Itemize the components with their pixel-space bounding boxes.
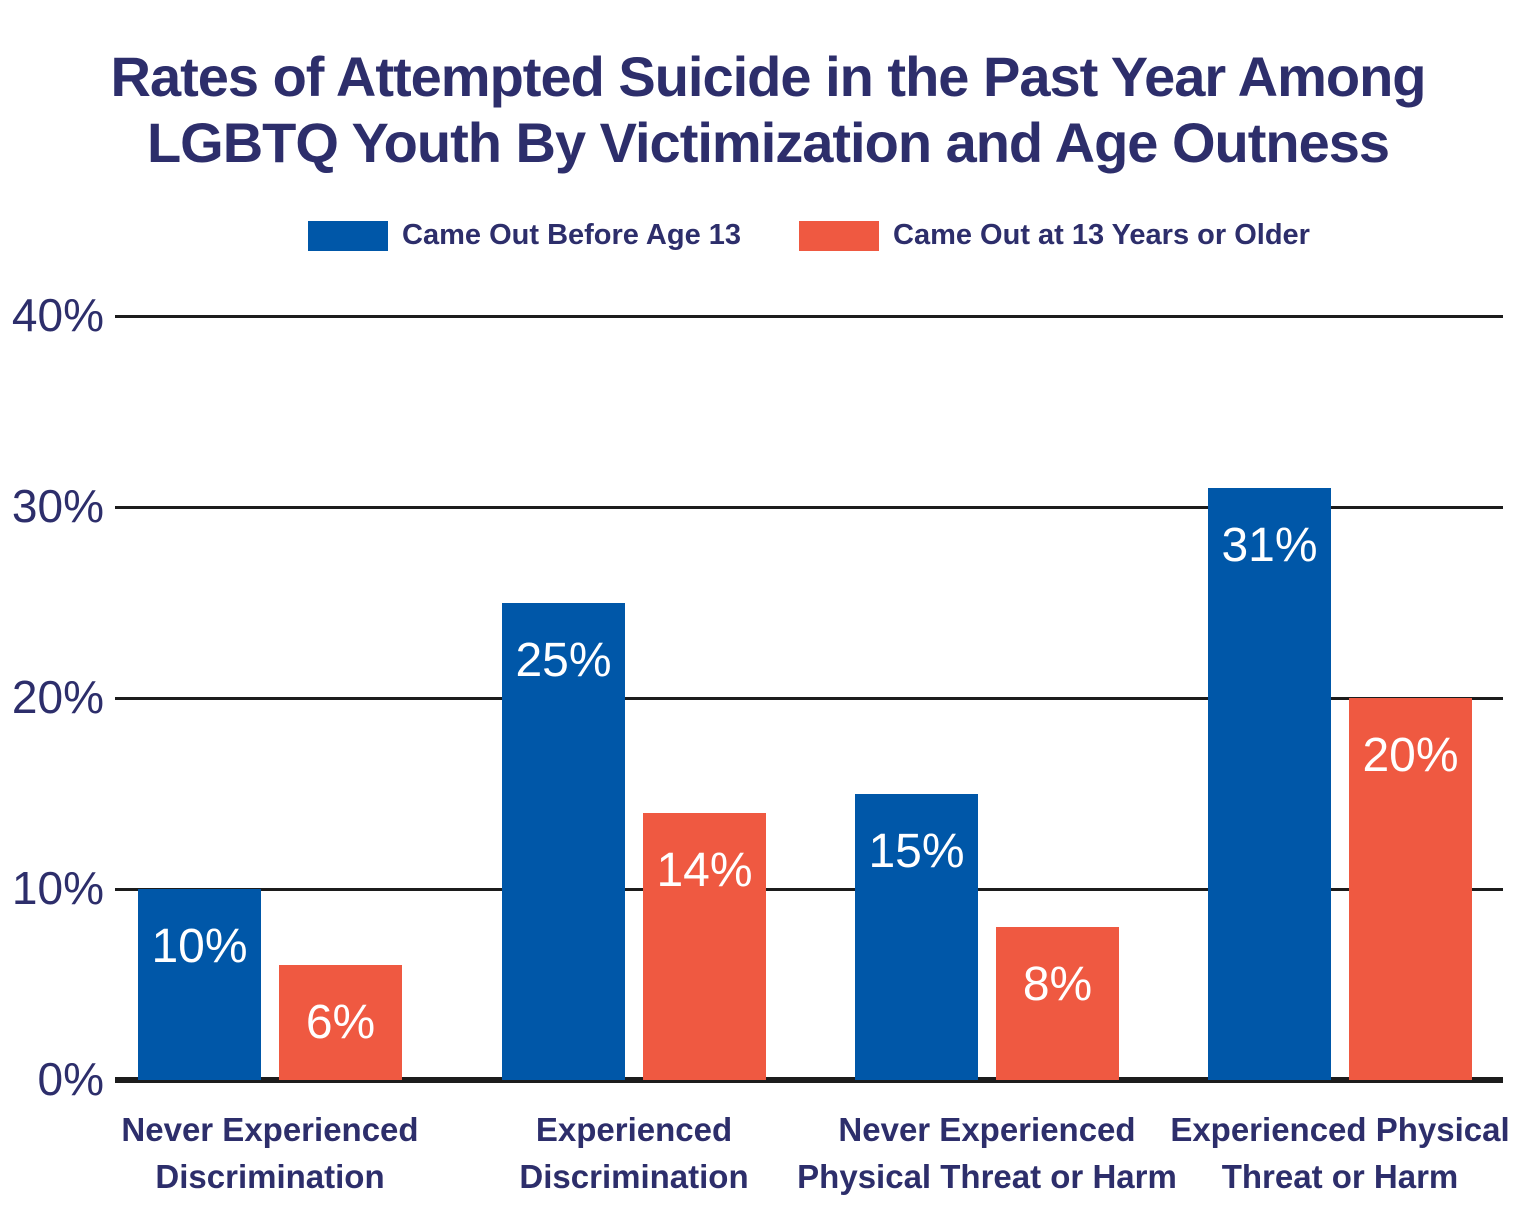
bar-value-label: 25% bbox=[515, 633, 612, 687]
bar-value-label: 15% bbox=[868, 824, 965, 878]
legend-label-came-out-13-or-older: Came Out at 13 Years or Older bbox=[893, 219, 1310, 251]
bar-before13-group3: 15% bbox=[855, 793, 978, 1080]
category-label-group2: Experienced Discrimination bbox=[424, 1106, 844, 1200]
category-label-line: Discrimination bbox=[519, 1158, 749, 1195]
legend-item-came-out-before-13: Came Out Before Age 13 bbox=[308, 219, 741, 252]
chart-title-line-1: Rates of Attempted Suicide in the Past Y… bbox=[110, 45, 1427, 108]
y-tick-label-10pct: 10% bbox=[11, 861, 104, 914]
bar-before13-group4: 31% bbox=[1208, 487, 1331, 1080]
y-tick-label-30pct: 30% bbox=[11, 479, 104, 532]
category-label-line: Discrimination bbox=[155, 1158, 385, 1195]
bar-13plus-group4: 20% bbox=[1349, 698, 1472, 1080]
category-label-group4: Experienced Physical Threat or Harm bbox=[1130, 1106, 1536, 1200]
bar-value-label: 14% bbox=[656, 843, 753, 897]
category-label-line: Experienced bbox=[535, 1111, 733, 1148]
bar-13plus-group2: 14% bbox=[643, 812, 766, 1080]
category-label-line: Threat or Harm bbox=[1221, 1158, 1459, 1195]
gridline-10pct bbox=[115, 887, 1503, 891]
category-label-group1: Never Experienced Discrimination bbox=[60, 1106, 480, 1200]
gridline-30pct bbox=[115, 505, 1503, 509]
gridline-0pct-baseline bbox=[115, 1077, 1503, 1083]
bar-value-label: 10% bbox=[151, 920, 248, 973]
bar-13plus-group3: 8% bbox=[996, 927, 1119, 1080]
gridline-20pct bbox=[115, 696, 1503, 700]
legend-item-came-out-13-or-older: Came Out at 13 Years or Older bbox=[799, 219, 1310, 252]
category-label-group3: Never Experienced Physical Threat or Harm bbox=[777, 1106, 1197, 1200]
y-tick-label-40pct: 40% bbox=[11, 288, 104, 341]
bar-value-label: 31% bbox=[1221, 518, 1318, 572]
y-tick-label-0pct: 0% bbox=[37, 1052, 104, 1105]
category-label-line: Experienced Physical bbox=[1170, 1111, 1510, 1148]
category-label-line: Never Experienced bbox=[121, 1111, 419, 1148]
chart-title-line-2: LGBTQ Youth By Victimization and Age Out… bbox=[146, 111, 1390, 174]
legend-swatch-orange bbox=[799, 220, 880, 251]
category-label-line: Never Experienced bbox=[838, 1111, 1136, 1148]
legend-label-came-out-before-13: Came Out Before Age 13 bbox=[402, 219, 742, 251]
bar-13plus-group1: 6% bbox=[279, 965, 402, 1080]
legend: Came Out Before Age 13 Came Out at 13 Ye… bbox=[115, 219, 1503, 252]
gridline-40pct bbox=[115, 314, 1503, 318]
bar-value-label: 20% bbox=[1362, 729, 1459, 782]
plot-area: 0% 10% 20% 30% 40% 10% 25% 15% 31% 6% 14% 8% 20% Neve… bbox=[12, 289, 1510, 1195]
bar-value-label: 6% bbox=[305, 996, 376, 1050]
bar-before13-group2: 25% bbox=[502, 602, 625, 1080]
chart-title: Rates of Attempted Suicide in the Past Y… bbox=[0, 44, 1536, 176]
y-tick-label-20pct: 20% bbox=[11, 670, 104, 723]
category-label-line: Physical Threat or Harm bbox=[797, 1158, 1177, 1195]
bar-before13-group1: 10% bbox=[138, 889, 261, 1080]
legend-swatch-blue bbox=[308, 220, 389, 251]
bar-value-label: 8% bbox=[1022, 958, 1093, 1012]
